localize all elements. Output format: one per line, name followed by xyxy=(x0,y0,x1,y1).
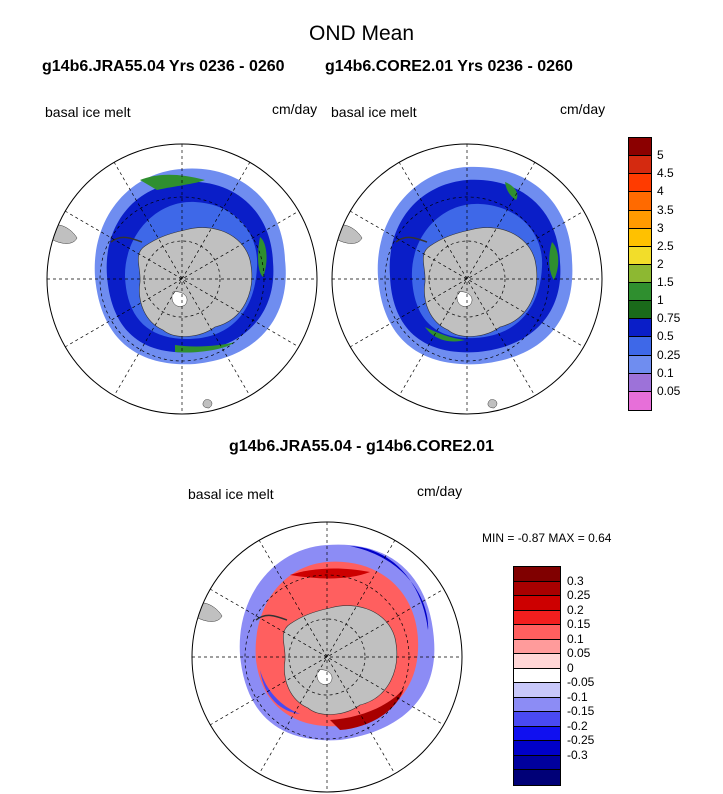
colorbar-tick-label: -0.2 xyxy=(567,718,588,733)
colorbar-swatch xyxy=(514,654,560,669)
max-label: MAX = xyxy=(548,531,585,545)
diff-variable-label: basal ice melt xyxy=(188,486,274,502)
colorbar-tick-label: 1.5 xyxy=(657,275,674,290)
colorbar-swatch xyxy=(629,373,651,392)
right-panel-header: g14b6.CORE2.01 Yrs 0236 - 0260 xyxy=(325,58,573,75)
colorbar-tick-label: 0.1 xyxy=(657,365,674,380)
colorbar-swatch xyxy=(629,138,651,157)
colorbar-tick-label: 0.15 xyxy=(567,617,591,632)
colorbar-swatch xyxy=(629,391,651,410)
colorbar-tick-label: 2 xyxy=(657,256,664,271)
colorbar-tick-label: 2.5 xyxy=(657,238,674,253)
colorbar-swatch xyxy=(629,192,651,211)
diff-units-label: cm/day xyxy=(417,483,463,499)
colorbar-swatch xyxy=(629,301,651,320)
antarctica xyxy=(283,605,398,715)
diff-polar-map xyxy=(191,521,463,793)
right-units-label: cm/day xyxy=(560,101,606,117)
colorbar-tick-label: 3 xyxy=(657,220,664,235)
colorbar-tick-label: 0.75 xyxy=(657,311,681,326)
colorbar-swatch xyxy=(629,174,651,193)
colorbar-tick-label: 0.05 xyxy=(657,383,681,398)
colorbar-swatch xyxy=(629,355,651,374)
antarctica xyxy=(138,227,253,337)
colorbar-swatch xyxy=(514,712,560,727)
colorbar-tick-label: 5 xyxy=(657,148,664,163)
colorbar-tick-label: 0.25 xyxy=(657,347,681,362)
max-value: 0.64 xyxy=(588,531,612,545)
right-polar-map xyxy=(331,143,603,415)
colorbar-tick-label: -0.3 xyxy=(567,747,588,762)
colorbar-swatch xyxy=(629,246,651,265)
colorbar-tick-label: 0.05 xyxy=(567,646,591,661)
colorbar-swatch xyxy=(514,567,560,582)
colorbar-tick-label: -0.25 xyxy=(567,733,595,748)
colorbar-swatch xyxy=(514,683,560,698)
colorbar-tick-label: -0.05 xyxy=(567,675,595,690)
colorbar-swatch xyxy=(514,726,560,742)
colorbar-tick-label: 0.3 xyxy=(567,573,584,588)
left-polar-map xyxy=(46,143,318,415)
main-title: OND Mean xyxy=(308,22,415,45)
colorbar-swatch xyxy=(629,319,651,338)
colorbar-swatch xyxy=(514,697,560,713)
colorbar-swatch xyxy=(514,625,560,640)
colorbar-swatch xyxy=(514,741,560,756)
colorbar-swatch xyxy=(514,770,560,785)
colorbar-tick-label: 3.5 xyxy=(657,202,674,217)
top-colorbar xyxy=(628,137,652,411)
colorbar-tick-label: -0.1 xyxy=(567,689,588,704)
colorbar-swatch xyxy=(514,755,560,771)
colorbar-tick-label: 4.5 xyxy=(657,166,674,181)
right-variable-label: basal ice melt xyxy=(331,104,417,120)
min-label: MIN = xyxy=(482,531,515,545)
colorbar-swatch xyxy=(629,337,651,356)
colorbar-swatch xyxy=(629,264,651,283)
colorbar-swatch xyxy=(514,596,560,611)
left-variable-label: basal ice melt xyxy=(45,104,131,120)
colorbar-swatch xyxy=(629,210,651,229)
antarctica xyxy=(423,227,538,337)
diff-panel-header: g14b6.JRA55.04 - g14b6.CORE2.01 xyxy=(228,438,494,455)
colorbar-tick-label: 0.25 xyxy=(567,588,591,603)
min-value: -0.87 xyxy=(517,531,546,545)
colorbar-swatch xyxy=(514,639,560,655)
colorbar-swatch xyxy=(514,668,560,684)
min-max-readout: MIN = -0.87 MAX = 0.64 xyxy=(482,531,611,545)
colorbar-swatch xyxy=(629,283,651,302)
diff-colorbar xyxy=(513,566,561,786)
colorbar-tick-label: 4 xyxy=(657,184,664,199)
colorbar-swatch xyxy=(514,610,560,626)
left-panel-header: g14b6.JRA55.04 Yrs 0236 - 0260 xyxy=(42,58,285,75)
colorbar-tick-label: 0.2 xyxy=(567,602,584,617)
colorbar-tick-label: -0.15 xyxy=(567,704,595,719)
colorbar-tick-label: 0.1 xyxy=(567,631,584,646)
colorbar-swatch xyxy=(629,228,651,247)
colorbar-tick-label: 1 xyxy=(657,293,664,308)
left-units-label: cm/day xyxy=(272,101,318,117)
colorbar-tick-label: 0.5 xyxy=(657,329,674,344)
colorbar-tick-label: 0 xyxy=(567,660,574,675)
colorbar-swatch xyxy=(514,581,560,597)
colorbar-swatch xyxy=(629,156,651,175)
